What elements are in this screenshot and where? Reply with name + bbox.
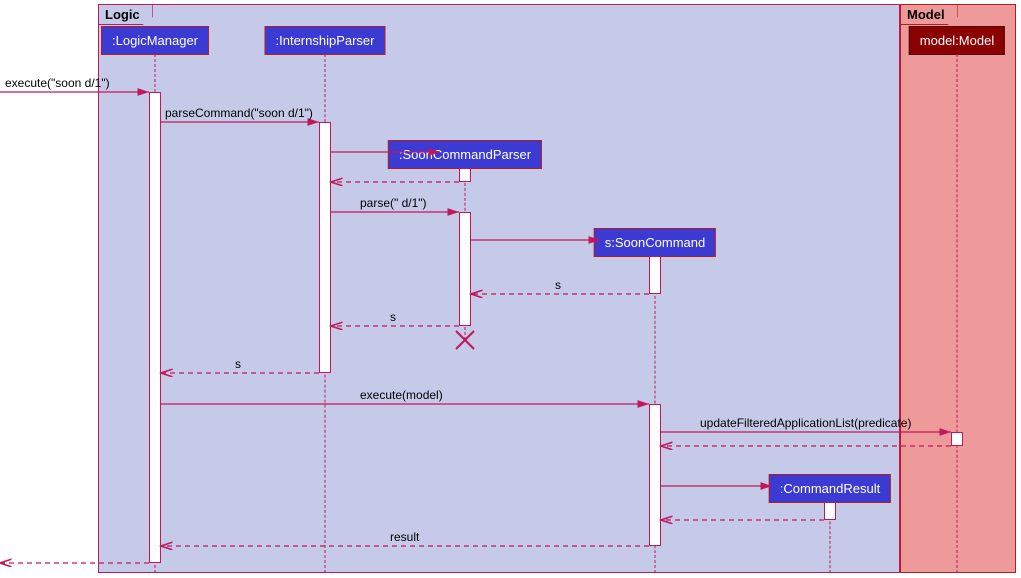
lifeline-head-internshipParser: :InternshipParser — [265, 26, 386, 55]
activation-soonCmdParser — [459, 168, 471, 182]
msg-label: execute("soon d/1") — [5, 76, 110, 90]
msg-label: parseCommand("soon d/1") — [165, 106, 313, 120]
activation-soonCommand — [649, 256, 661, 294]
msg-label: s — [390, 310, 396, 324]
activation-model — [951, 432, 963, 446]
logic-frame-title: Logic — [99, 5, 153, 25]
lifeline-head-commandResult: :CommandResult — [769, 474, 891, 503]
lifeline-head-model: model:Model — [909, 26, 1005, 55]
lifeline-head-soonCommand: s:SoonCommand — [594, 228, 716, 257]
model-frame-title: Model — [901, 5, 958, 25]
lifeline-dash-model — [957, 54, 958, 573]
msg-label: parse(" d/1") — [360, 196, 427, 210]
lifeline-head-soonCmdParser: :SoonCommandParser — [388, 140, 542, 169]
lifeline-head-logicManager: :LogicManager — [101, 26, 209, 55]
msg-label: updateFilteredApplicationList(predicate) — [700, 416, 911, 430]
model-frame: Model — [900, 4, 1016, 573]
msg-label: s — [555, 278, 561, 292]
msg-label: s — [235, 357, 241, 371]
activation-commandResult — [824, 502, 836, 520]
activation-soonCmdParser — [459, 212, 471, 326]
activation-internshipParser — [319, 122, 331, 373]
msg-label: execute(model) — [360, 388, 443, 402]
msg-label: result — [390, 530, 419, 544]
activation-soonCommand — [649, 404, 661, 546]
activation-logicManager — [149, 92, 161, 563]
